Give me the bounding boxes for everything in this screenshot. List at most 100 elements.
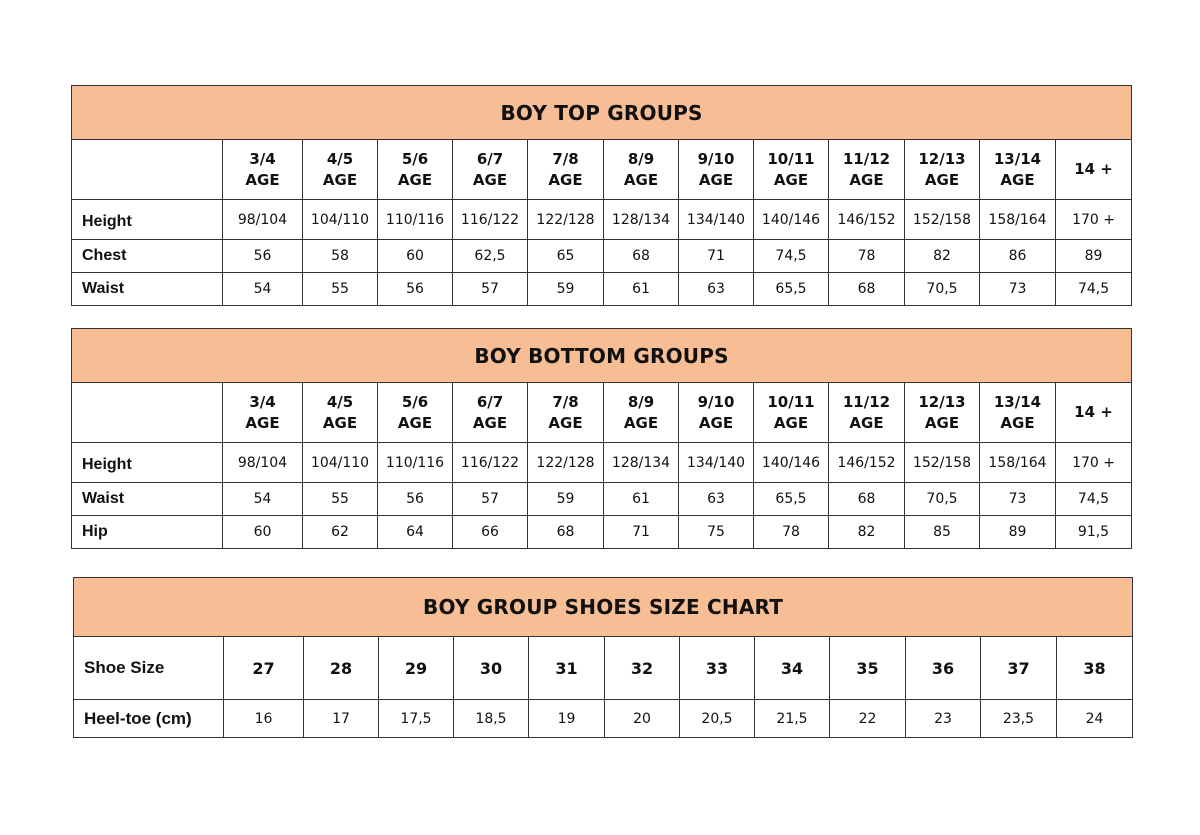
column-header-age: 6/7 AGE [452, 382, 528, 443]
measurement-cell: 62,5 [452, 239, 528, 273]
age-label: AGE [924, 170, 960, 189]
column-header-age: 7/8 AGE [527, 139, 604, 200]
measurement-cell: 57 [452, 272, 528, 306]
age-label: AGE [245, 413, 280, 432]
age-range: 11/12 [842, 392, 891, 411]
measurement-cell: 98/104 [222, 199, 303, 240]
measurement-cell: 70,5 [904, 272, 980, 306]
shoe-size-cell: 31 [528, 636, 605, 700]
age-range: 5/6 [401, 392, 429, 411]
age-label: AGE [322, 413, 358, 432]
measurement-cell: 70,5 [904, 482, 980, 516]
column-header-age: 5/6 AGE [377, 382, 453, 443]
age-label: AGE [397, 170, 433, 189]
column-header-age: 3/4 AGE [222, 382, 303, 443]
age-range: 7/8 [552, 149, 579, 168]
measurement-cell: 63 [678, 482, 754, 516]
row-label: Height [71, 199, 223, 240]
age-label: AGE [472, 170, 508, 189]
column-header-age: 12/13 AGE [904, 139, 980, 200]
measurement-cell: 134/140 [678, 442, 754, 483]
age-range: 5/6 [401, 149, 429, 168]
column-header-age: 13/14 AGE [979, 139, 1056, 200]
boy-top-groups-table: BOY TOP GROUPS 3/4 AGE 4/5 AGE 5/6 AGE 6/7 AGE 7/… [70, 85, 1133, 306]
heel-toe-cell: 17,5 [378, 699, 454, 738]
measurement-cell: 68 [828, 272, 905, 306]
age-range: 7/8 [552, 392, 579, 411]
age-range: 14 + [1074, 403, 1113, 421]
age-range: 4/5 [326, 392, 354, 411]
measurement-cell: 73 [979, 482, 1056, 516]
measurement-cell: 85 [904, 515, 980, 549]
measurement-cell: 55 [302, 272, 378, 306]
title-row: BOY GROUP SHOES SIZE CHART [72, 577, 1134, 637]
table-title: BOY TOP GROUPS [70, 85, 1133, 140]
age-label: AGE [623, 170, 659, 189]
measurement-cell: 146/152 [828, 442, 905, 483]
heel-toe-cell: 17 [303, 699, 379, 738]
title-row: BOY BOTTOM GROUPS [70, 328, 1133, 383]
measurement-cell: 65 [527, 239, 604, 273]
measurement-cell: 170 + [1054, 442, 1133, 483]
measurement-cell: 73 [979, 272, 1056, 306]
measurement-cell: 91,5 [1054, 515, 1133, 549]
table-row-waist: Waist 54 55 56 57 59 61 63 65,5 68 70,5 73 74,5 [71, 482, 1133, 516]
measurement-cell: 146/152 [828, 199, 905, 240]
table-title: BOY GROUP SHOES SIZE CHART [72, 577, 1134, 637]
measurement-cell: 89 [979, 515, 1056, 549]
age-range: 12/13 [918, 392, 966, 411]
measurement-cell: 89 [1054, 239, 1133, 273]
age-range: 9/10 [697, 149, 735, 168]
measurement-cell: 140/146 [753, 442, 829, 483]
measurement-cell: 59 [527, 272, 604, 306]
row-label: Waist [71, 482, 223, 516]
measurement-cell: 98/104 [222, 442, 303, 483]
shoe-size-cell: 38 [1055, 636, 1134, 700]
measurement-cell: 134/140 [678, 199, 754, 240]
table-row-hip: Hip 60 62 64 66 68 71 75 78 82 85 89 91,5 [71, 515, 1133, 549]
column-header-age: 4/5 AGE [302, 139, 378, 200]
measurement-cell: 63 [678, 272, 754, 306]
age-range: 8/9 [627, 392, 655, 411]
shoe-size-cell: 37 [980, 636, 1057, 700]
measurement-cell: 122/128 [527, 442, 604, 483]
measurement-cell: 78 [828, 239, 905, 273]
column-header-age: 8/9 AGE [603, 139, 679, 200]
heel-toe-cell: 20 [604, 699, 680, 738]
measurement-cell: 110/116 [377, 442, 453, 483]
heel-toe-cell: 19 [528, 699, 605, 738]
shoe-size-cell: 36 [905, 636, 981, 700]
empty-corner-cell [71, 139, 223, 200]
measurement-cell: 71 [603, 515, 679, 549]
measurement-cell: 170 + [1054, 199, 1133, 240]
heel-toe-cell: 24 [1055, 699, 1134, 738]
column-header-age: 5/6 AGE [377, 139, 453, 200]
measurement-cell: 68 [603, 239, 679, 273]
measurement-cell: 74,5 [753, 239, 829, 273]
measurement-cell: 65,5 [753, 272, 829, 306]
column-header-age: 9/10 AGE [678, 139, 754, 200]
age-range: 12/13 [918, 149, 966, 168]
measurement-cell: 82 [904, 239, 980, 273]
measurement-cell: 56 [377, 272, 453, 306]
shoe-size-row: Shoe Size 27 28 29 30 31 32 33 34 35 36 37 38 [73, 636, 1134, 700]
measurement-cell: 65,5 [753, 482, 829, 516]
age-range: 3/4 [249, 392, 276, 411]
measurement-cell: 58 [302, 239, 378, 273]
measurement-cell: 158/164 [979, 442, 1056, 483]
age-range: 6/7 [476, 392, 504, 411]
age-label: AGE [1000, 170, 1035, 189]
age-range: 10/11 [767, 149, 815, 168]
column-header-age: 6/7 AGE [452, 139, 528, 200]
measurement-cell: 62 [302, 515, 378, 549]
measurement-cell: 78 [753, 515, 829, 549]
table-row-height: Height 98/104 104/110 110/116 116/122 122/128… [71, 442, 1133, 483]
age-range: 14 + [1074, 160, 1113, 178]
measurement-cell: 110/116 [377, 199, 453, 240]
column-header-age: 7/8 AGE [527, 382, 604, 443]
measurement-cell: 104/110 [302, 199, 378, 240]
title-row: BOY TOP GROUPS [70, 85, 1133, 140]
column-header-age: 10/11 AGE [753, 139, 829, 200]
measurement-cell: 140/146 [753, 199, 829, 240]
heel-toe-cell: 16 [223, 699, 304, 738]
